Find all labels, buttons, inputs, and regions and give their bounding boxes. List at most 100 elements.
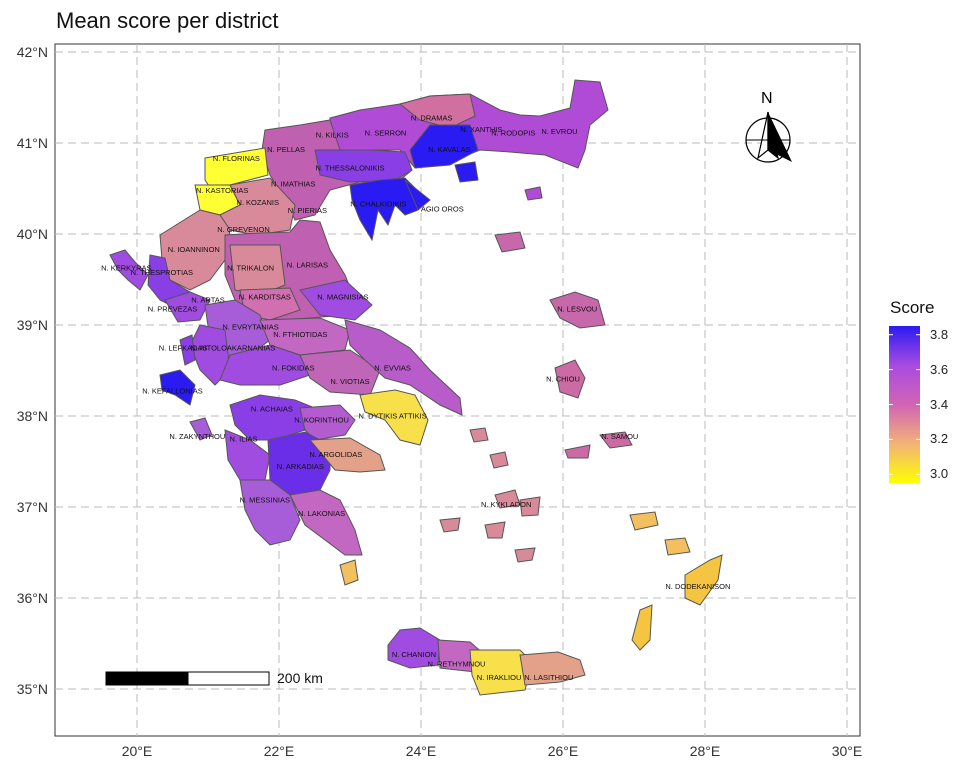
legend-value-label: 3.4: [930, 396, 949, 412]
region-iraklio: [469, 649, 533, 696]
island-paros: [484, 521, 506, 539]
district-label: N. LESVOU: [557, 304, 597, 313]
region-lefkada: [179, 334, 196, 366]
legend-title: Score: [890, 298, 935, 317]
island-santorini: [514, 547, 536, 563]
region-thasos: [454, 161, 479, 183]
x-tick-label: 28°E: [690, 743, 721, 759]
island-tinos: [489, 451, 509, 469]
y-tick-label: 39°N: [17, 317, 48, 333]
region-kefallonia: [159, 369, 196, 406]
scale-bar: [105, 671, 270, 686]
region-lemnos: [494, 231, 526, 253]
legend-value-label: 3.0: [930, 466, 949, 482]
island-mykonos: [494, 489, 521, 509]
district-label: N. ARKADIAS: [277, 462, 324, 471]
y-tick-label: 42°N: [17, 44, 48, 60]
district-label: N. FLORINAS: [213, 154, 260, 163]
district-label: N. ACHAIAS: [251, 404, 293, 413]
district-label: N. IRAKLIOU: [477, 673, 522, 682]
x-tick-label: 30°E: [832, 743, 863, 759]
y-axis-ticks: 42°N 41°N 40°N 39°N 38°N 37°N 36°N 35°N: [17, 44, 48, 697]
region-zakynthos: [189, 417, 213, 441]
district-label: N. ZAKYNTHOU: [169, 432, 225, 441]
district-label: N. CHIOU: [546, 374, 580, 383]
north-label: N: [761, 90, 773, 107]
region-lesvos: [549, 291, 606, 329]
y-tick-label: 38°N: [17, 408, 48, 424]
island-kythira: [339, 559, 359, 586]
district-label: N. AITOLOAKARNANIAS: [190, 343, 275, 352]
legend-value-label: 3.6: [930, 361, 949, 377]
district-label: N. THESPROTIAS: [131, 268, 193, 277]
district-label: N. EVVIAS: [374, 364, 411, 373]
north-arrow-icon: [745, 111, 792, 163]
district-label: N. SERRON: [365, 129, 407, 138]
district-label: N. SAMOU: [601, 432, 638, 441]
district-label: N. FTHIOTIDAS: [273, 330, 327, 339]
district-label: N. LASITHIOU: [524, 673, 573, 682]
island-kos: [629, 511, 659, 531]
scale-bar-label: 200 km: [277, 670, 323, 686]
district-label: N. PREVEZAS: [148, 304, 198, 313]
region-attica: [359, 389, 429, 446]
y-tick-label: 40°N: [17, 226, 48, 242]
legend-ticks: [889, 334, 920, 475]
region-korinthia: [299, 404, 356, 441]
region-thessaloniki: [314, 149, 413, 183]
district-label: N. FOKIDAS: [272, 364, 315, 373]
district-label: N. KOZANIS: [236, 198, 279, 207]
x-tick-label: 20°E: [122, 743, 153, 759]
x-tick-label: 22°E: [264, 743, 295, 759]
region-lakonia: [289, 489, 363, 556]
district-label: N. KASTORIAS: [196, 186, 248, 195]
region-kavala-xanthi: [409, 124, 479, 169]
region-chalkidiki: [349, 177, 419, 242]
district-label: N. KEFALLONIAS: [142, 386, 202, 395]
region-fokida: [219, 344, 311, 386]
district-label: N. RODOPIS: [491, 129, 535, 138]
district-label: N. GREVENON: [217, 225, 270, 234]
island-rhodes: [684, 554, 723, 606]
district-label: N. TRIKALON: [227, 263, 274, 272]
region-argolida: [308, 437, 386, 473]
district-label: N. LARISAS: [287, 261, 328, 270]
legend-value-label: 3.8: [930, 326, 949, 342]
district-label: N. KYKLADON: [481, 500, 531, 509]
district-label: N. THESSALONIKIS: [315, 163, 384, 172]
district-label: N. PELLAS: [267, 145, 305, 154]
district-label: N. RETHYMNOU: [428, 659, 486, 668]
district-label: N. IMATHIAS: [271, 180, 315, 189]
district-label: N. CHANION: [392, 650, 436, 659]
region-kerkyra: [109, 249, 149, 291]
region-agio-oros: [404, 179, 431, 211]
y-tick-label: 37°N: [17, 499, 48, 515]
y-tick-label: 36°N: [17, 590, 48, 606]
legend-colorbar: [889, 326, 920, 483]
district-label: N. IOANNINON: [168, 245, 220, 254]
district-label: AGIO OROS: [421, 204, 464, 213]
district-label: N. PIERIAS: [288, 206, 327, 215]
district-label: N. MAGNISIAS: [317, 293, 368, 302]
district-label: N. KILKIS: [316, 131, 349, 140]
district-label: N. DODEKANISON: [665, 582, 730, 591]
region-samothraki: [524, 186, 543, 201]
region-drama: [398, 93, 476, 129]
region-preveza: [164, 291, 211, 323]
x-tick-label: 26°E: [548, 743, 579, 759]
x-axis-ticks: 20°E 22°E 24°E 26°E 28°E 30°E: [122, 743, 863, 759]
district-label: N. DYTIKIS ATTIKIS: [358, 412, 426, 421]
y-tick-label: 41°N: [17, 135, 48, 151]
region-evvia: [344, 319, 463, 416]
island-naxos: [519, 496, 541, 517]
district-label: N. ILIAS: [230, 434, 258, 443]
district-label: N. KORINTHOU: [294, 415, 349, 424]
y-tick-label: 35°N: [17, 681, 48, 697]
x-tick-label: 24°E: [406, 743, 437, 759]
district-label: N. LAKONIAS: [298, 509, 345, 518]
district-label: N. VIOTIAS: [330, 377, 369, 386]
district-label: N. KERKYRAS: [101, 263, 151, 272]
district-label: N. KARDITSAS: [239, 293, 291, 302]
